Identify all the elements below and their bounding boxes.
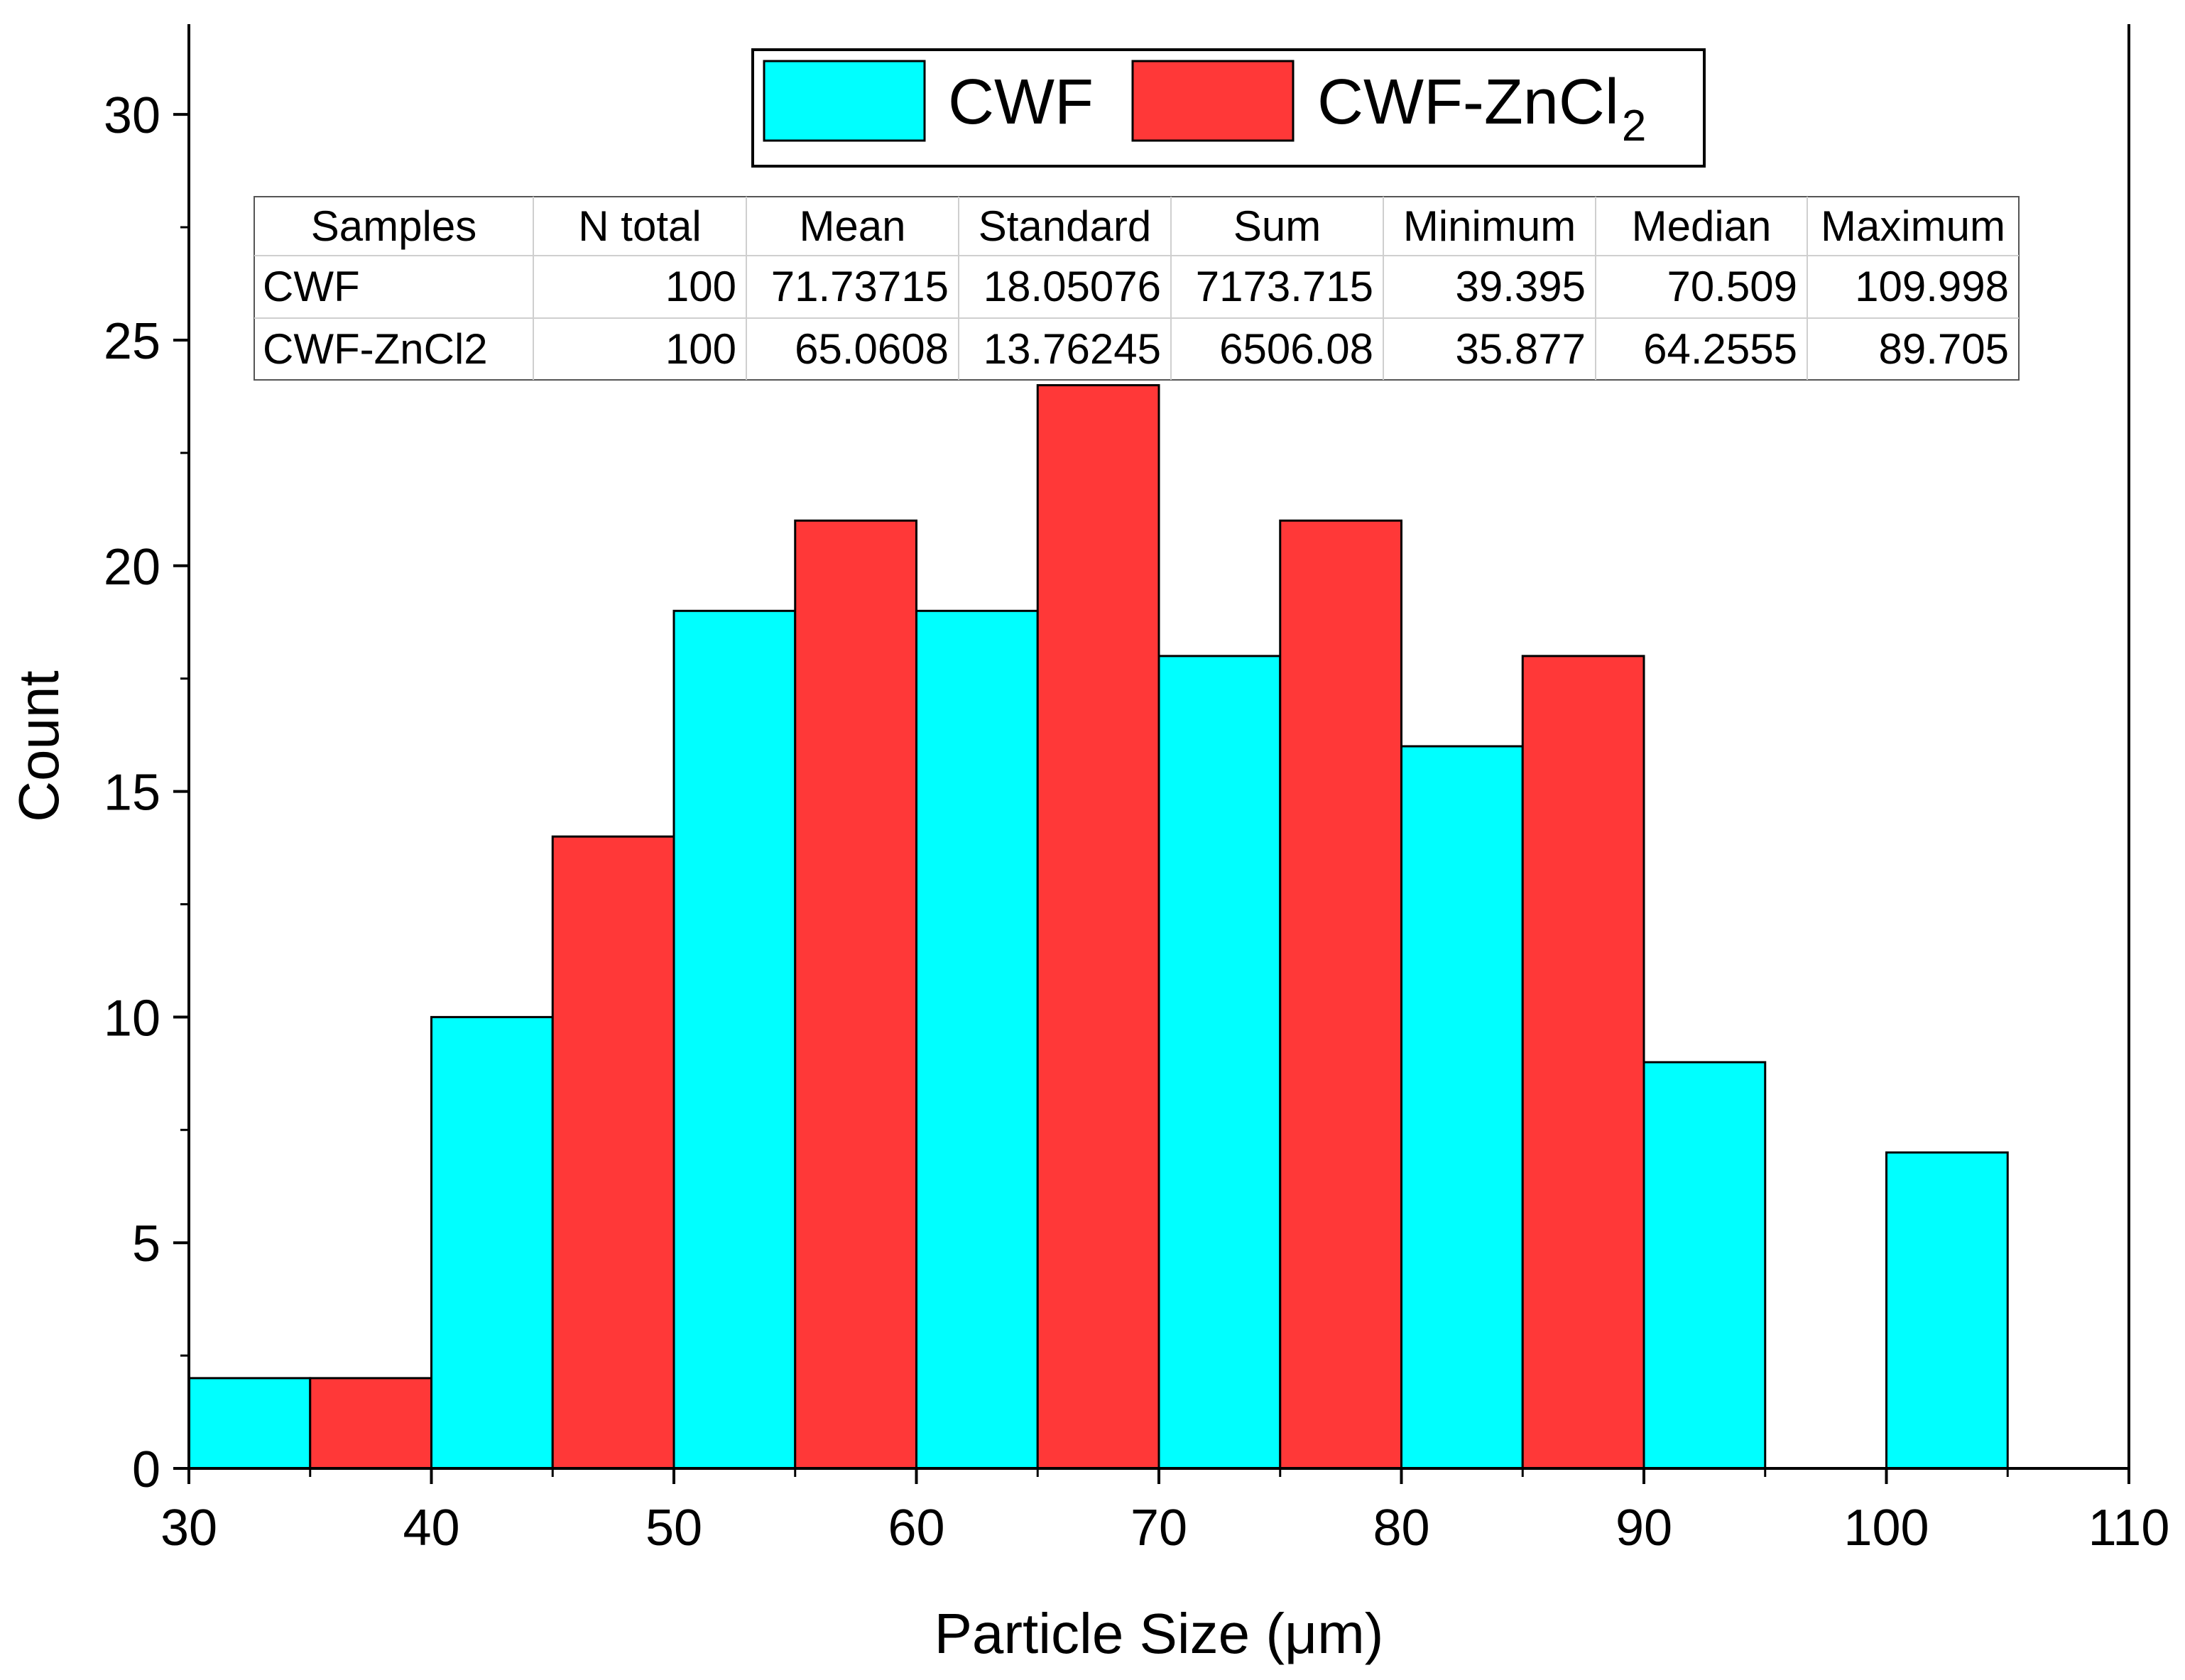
legend-subscript: 2 [1622, 102, 1646, 151]
table-cell: 65.0608 [795, 325, 949, 373]
x-tick-label: 50 [645, 1500, 702, 1556]
table-cell: 35.877 [1455, 325, 1586, 373]
bar-cwf-zncl2-45-50 [551, 835, 675, 1470]
x-tick-label: 110 [2088, 1500, 2170, 1556]
stats-table: Samples N total Mean Standard Sum Minimum Medi… [254, 196, 2020, 381]
table-cell: 100 [665, 263, 736, 310]
bar-cwf-zncl2-35-40 [309, 1377, 432, 1470]
table-cell: 39.395 [1455, 263, 1586, 310]
table-header-cell: Sum [1233, 202, 1321, 250]
legend-label-cwf-zncl2: CWF-ZnCl [1317, 67, 1619, 138]
bar-cwf-70-75 [1157, 655, 1282, 1470]
table-cell: 100 [665, 325, 736, 373]
axes-layer: 30 40 50 60 70 80 90 100 110 0 5 10 15 20 25 30 Particle… [7, 24, 2169, 1665]
legend-label-cwf: CWF [948, 67, 1094, 138]
x-tick-label: 100 [1843, 1500, 1929, 1556]
bar-cwf-30-35 [187, 1377, 312, 1470]
legend: CWF CWF-ZnCl 2 [751, 48, 1706, 168]
table-header-cell: Maximum [1821, 202, 2005, 250]
y-tick-label: 10 [104, 990, 160, 1047]
y-tick-label: 15 [104, 765, 160, 822]
table-cell: 64.2555 [1643, 325, 1797, 373]
stats-table-frame [254, 196, 2020, 381]
table-cell: 89.705 [1878, 325, 2009, 373]
legend-swatch-cwf-zncl2 [1131, 60, 1295, 142]
table-header-cell: N total [578, 202, 701, 250]
table-cell: CWF-ZnCl2 [263, 325, 488, 373]
table-header-cell: Mean [799, 202, 905, 250]
x-tick-label: 90 [1615, 1500, 1672, 1556]
table-cell: 70.509 [1667, 263, 1797, 310]
table-cell: 71.73715 [771, 263, 949, 310]
bar-cwf-zncl2-65-70 [1036, 384, 1160, 1470]
bars-layer [187, 384, 2009, 1470]
x-tick-label: 80 [1373, 1500, 1429, 1556]
x-tick-label: 30 [160, 1500, 217, 1556]
table-cell: 7173.715 [1196, 263, 1373, 310]
x-axis-title: Particle Size (μm) [935, 1602, 1384, 1665]
y-tick-label: 25 [104, 313, 160, 370]
bar-cwf-50-55 [672, 609, 797, 1470]
y-axis-title: Count [7, 670, 70, 822]
bar-cwf-40-45 [430, 1015, 554, 1470]
bar-cwf-zncl2-75-80 [1279, 519, 1402, 1470]
table-cell: 13.76245 [983, 325, 1161, 373]
table-cell: 6506.08 [1219, 325, 1373, 373]
bar-cwf-80-85 [1400, 745, 1524, 1470]
bar-cwf-100-105 [1885, 1151, 2009, 1470]
x-tick-label: 60 [888, 1500, 944, 1556]
y-tick-label: 30 [104, 87, 160, 144]
table-header-cell: Minimum [1403, 202, 1576, 250]
bar-cwf-zncl2-55-60 [794, 519, 917, 1470]
bar-cwf-90-95 [1642, 1061, 1767, 1470]
y-tick-label: 20 [104, 539, 160, 596]
x-tick-label: 40 [403, 1500, 459, 1556]
table-cell: CWF [263, 263, 360, 310]
table-header-cell: Median [1632, 202, 1772, 250]
table-cell: 109.998 [1855, 263, 2009, 310]
legend-swatch-cwf [763, 60, 926, 142]
table-header-cell: Samples [311, 202, 476, 250]
table-header-cell: Standard [979, 202, 1152, 250]
y-tick-label: 0 [132, 1441, 160, 1498]
table-cell: 18.05076 [983, 263, 1161, 310]
bar-cwf-zncl2-85-90 [1521, 655, 1645, 1470]
bar-cwf-60-65 [915, 609, 1039, 1470]
x-tick-label: 70 [1130, 1500, 1187, 1556]
y-tick-label: 5 [132, 1216, 160, 1272]
